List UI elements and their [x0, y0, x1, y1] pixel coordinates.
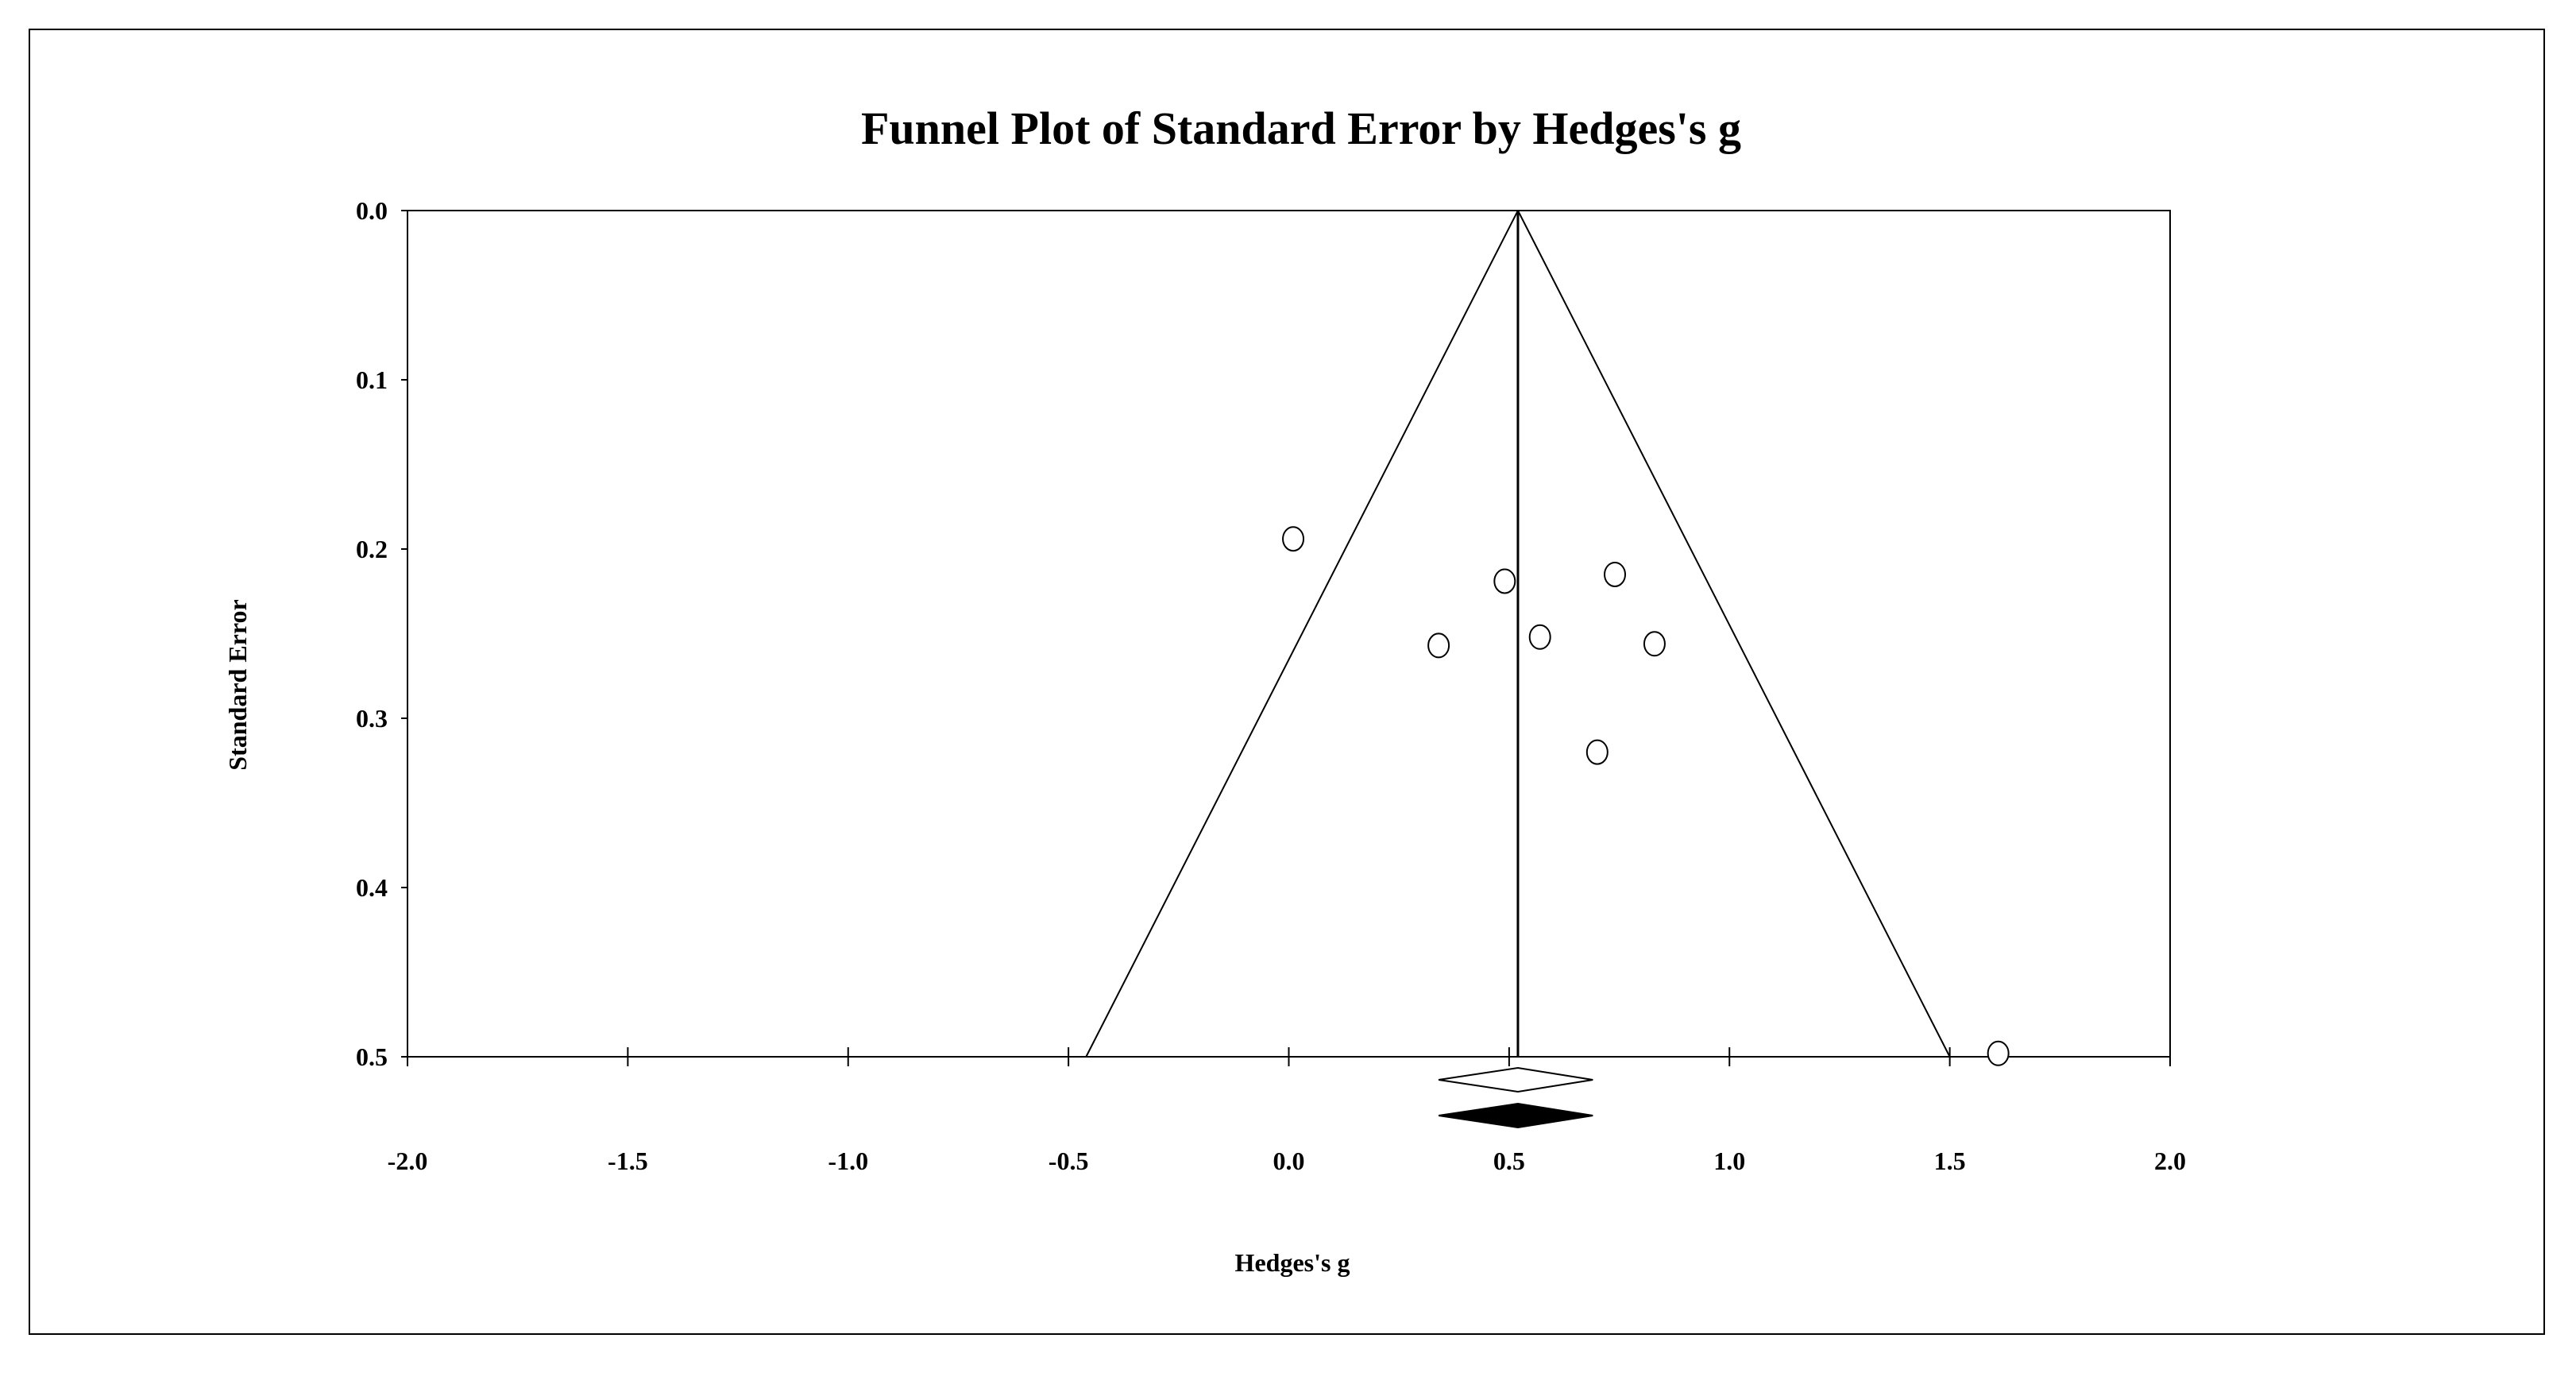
- x-tick-label: 1.5: [1934, 1147, 1966, 1175]
- study-point: [1643, 631, 1666, 657]
- y-tick-label: 0.5: [356, 1042, 388, 1071]
- study-point: [1987, 1040, 2010, 1066]
- funnel-left-limit: [1085, 210, 1519, 1058]
- x-tick-label: 0.5: [1493, 1147, 1525, 1175]
- y-tick-label: 0.0: [356, 196, 388, 225]
- study-point: [1604, 561, 1627, 587]
- x-tick-label: -1.5: [608, 1147, 648, 1175]
- study-point: [1528, 624, 1551, 650]
- outer-frame: [29, 29, 2545, 1335]
- x-axis-label: Hedges's g: [1235, 1248, 1350, 1277]
- study-point: [1585, 739, 1609, 765]
- study-point: [1493, 568, 1516, 594]
- summary-diamond-filled: [1438, 1102, 1593, 1129]
- y-tick-label: 0.3: [356, 704, 388, 733]
- y-tick-label: 0.2: [356, 535, 388, 563]
- x-tick-label: 2.0: [2154, 1147, 2186, 1175]
- x-tick-label: 0.0: [1273, 1147, 1305, 1175]
- study-point: [1282, 526, 1305, 552]
- y-axis-label: Standard Error: [223, 599, 252, 770]
- x-tick-label: 1.0: [1713, 1147, 1745, 1175]
- x-tick-label: -1.0: [828, 1147, 868, 1175]
- y-tick-label: 0.4: [356, 873, 388, 902]
- summary-diamond-open: [1438, 1066, 1593, 1093]
- study-point: [1427, 632, 1450, 659]
- y-tick-label: 0.1: [356, 365, 388, 394]
- x-tick-label: -2.0: [388, 1147, 428, 1175]
- chart-title: Funnel Plot of Standard Error by Hedges'…: [861, 102, 1741, 154]
- x-tick-label: -0.5: [1049, 1147, 1089, 1175]
- funnel-right-limit: [1517, 210, 1951, 1058]
